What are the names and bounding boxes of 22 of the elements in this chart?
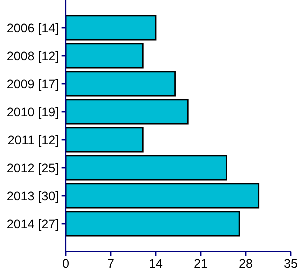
bar xyxy=(66,15,157,41)
bar xyxy=(66,127,144,153)
x-tick-label: 7 xyxy=(108,259,114,268)
x-tick-label: 21 xyxy=(194,259,208,268)
y-tick-label: 2010 [19] xyxy=(8,107,58,120)
bar xyxy=(66,155,228,181)
bar xyxy=(66,99,189,125)
bar xyxy=(66,43,144,69)
y-tick-label: 2012 [25] xyxy=(8,163,58,176)
y-tick-label: 2006 [14] xyxy=(8,23,58,36)
y-tick-label: 2008 [12] xyxy=(8,51,58,64)
x-tick-label: 28 xyxy=(240,259,252,268)
bar xyxy=(66,71,176,97)
y-tick-label: 2013 [30] xyxy=(8,191,58,204)
x-tick-label: 14 xyxy=(150,259,163,268)
y-tick-label: 2009 [17] xyxy=(8,79,58,92)
y-tick-label: 2014 [27] xyxy=(8,219,58,232)
x-tick-label: 0 xyxy=(63,259,69,268)
y-tick-label: 2011 [12] xyxy=(8,135,58,148)
x-tick-label: 35 xyxy=(284,259,298,268)
bar xyxy=(66,183,260,209)
bar xyxy=(66,211,240,237)
